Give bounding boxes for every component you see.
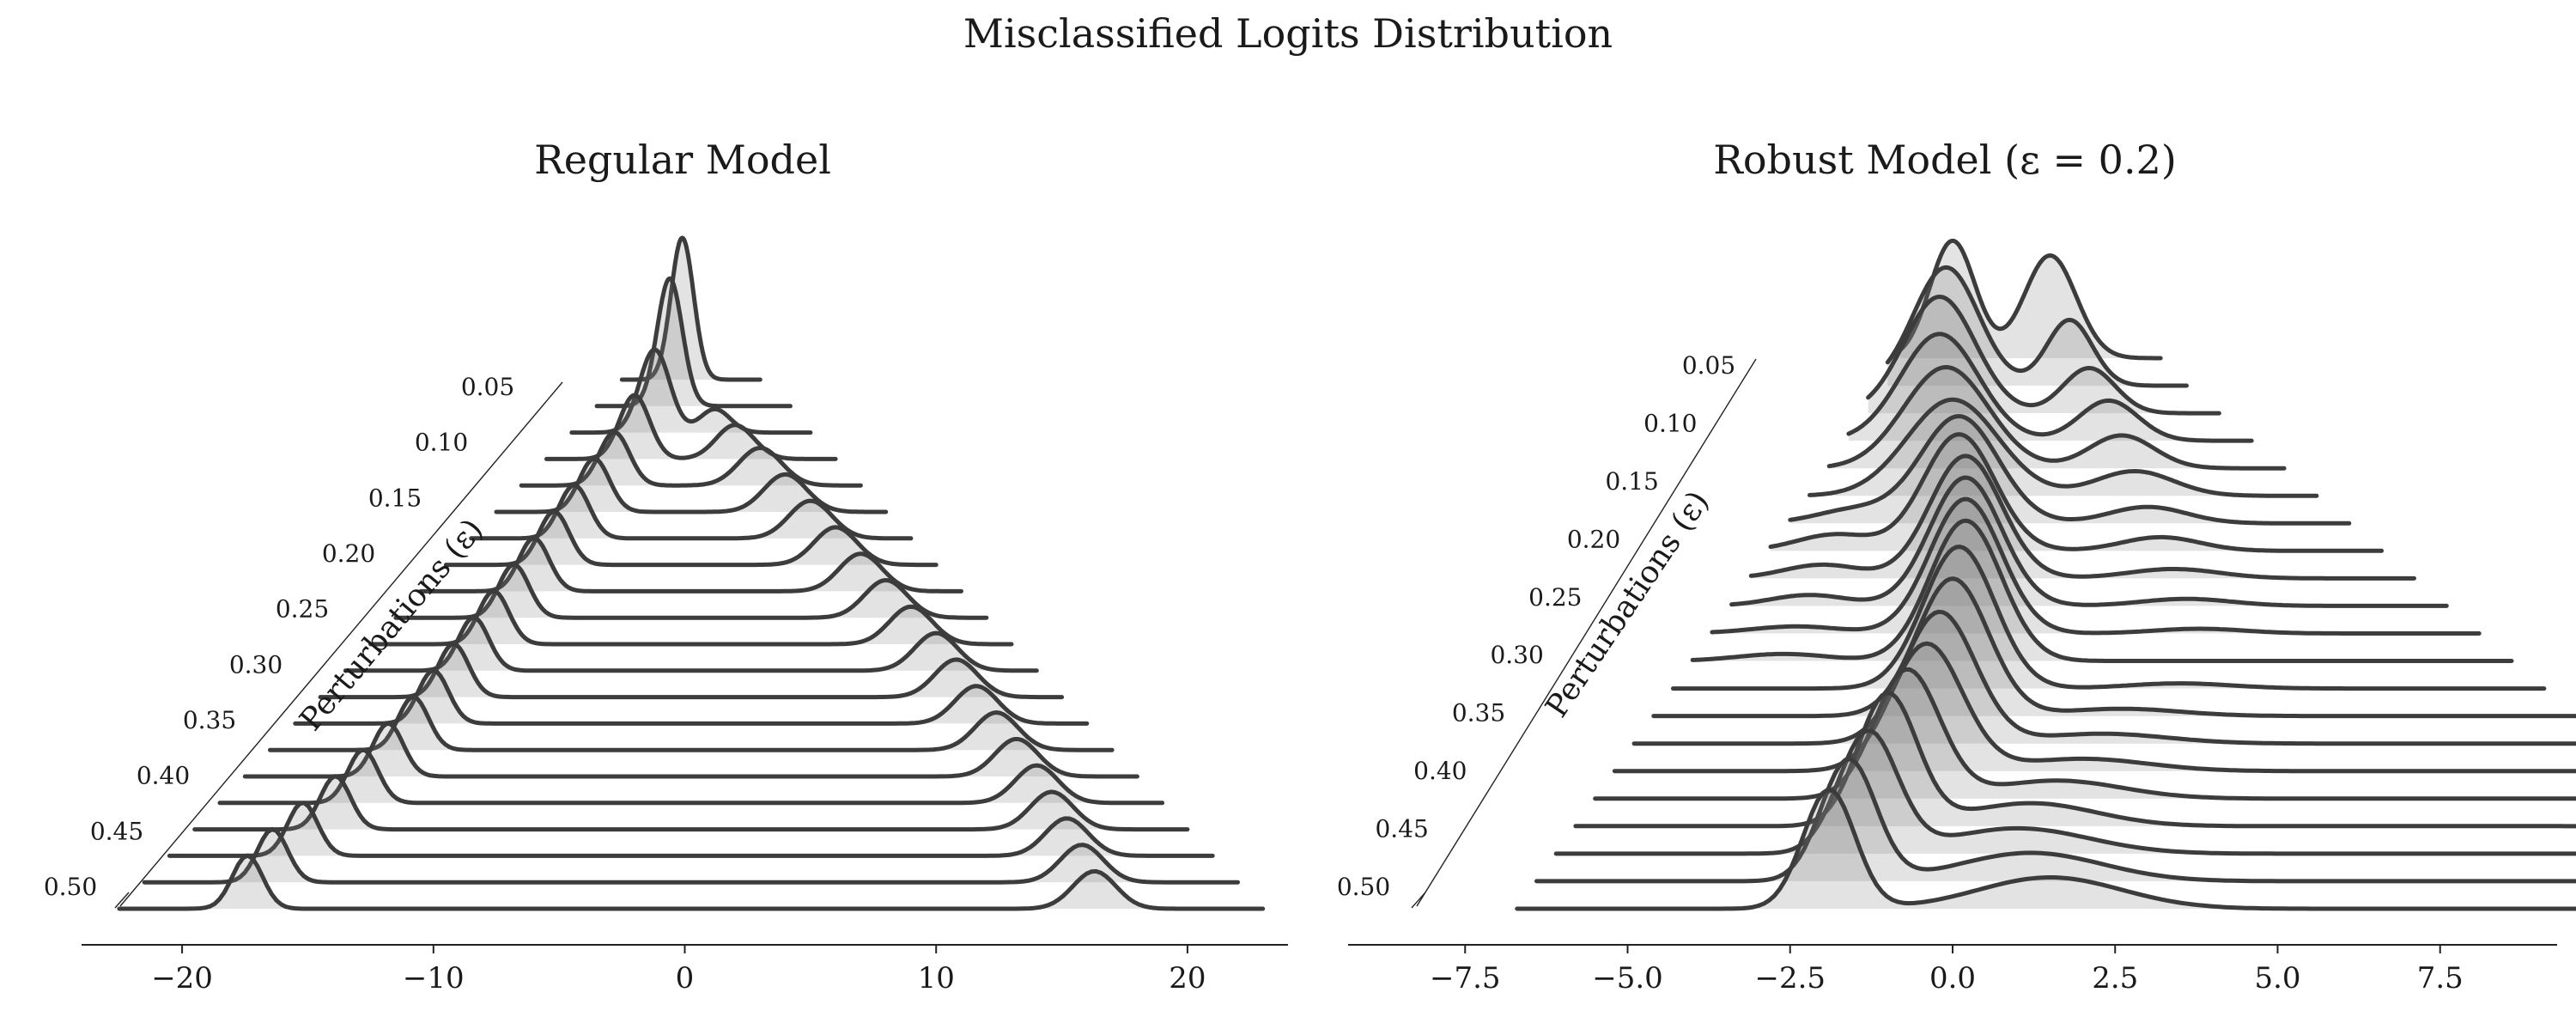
perturbation-tick-label: 0.50 [44,873,97,901]
perturbation-tick-label: 0.05 [461,373,514,401]
perturbation-tick-label: 0.40 [137,762,190,790]
perturbation-tick-label: 0.35 [1452,699,1505,728]
perturbation-tick-label: 0.25 [276,595,329,624]
robust-model-x-axis: −7.5 −5.0 −2.5 0.0 2.5 5.0 7.5 [1348,945,2557,995]
regular-model-ridges [119,238,1263,909]
ridge-fill-eps-0 [622,238,760,380]
x-tick-label: −5.0 [1592,961,1663,995]
x-tick-label: −2.5 [1754,961,1826,995]
x-tick-label: 0.0 [1929,961,1976,995]
robust-model-panel: Robust Model (ε = 0.2) −7.5 −5.0 −2.5 0.0 2.… [1337,137,2576,995]
regular-model-title: Regular Model [534,137,831,183]
regular-model-panel: Regular Model −20 −10 0 10 20 0.05 0.10 0.15 0.… [44,137,1288,995]
perturbation-tick-label: 0.30 [1490,641,1543,669]
perturbation-tick-label: 0.15 [1605,467,1658,496]
perturbation-tick-label: 0.45 [90,817,143,845]
x-tick-label: 10 [918,961,955,995]
perturbation-tick-label: 0.15 [368,484,422,512]
x-tick-label: 0 [676,961,695,995]
robust-model-title: Robust Model (ε = 0.2) [1713,137,2177,183]
x-tick-label: 20 [1169,961,1206,995]
perturbation-tick-label: 0.30 [229,650,283,679]
perturbation-tick-label: 0.40 [1413,757,1467,785]
perturbation-tick-label: 0.10 [1643,409,1697,437]
perturbation-tick-label: 0.45 [1375,815,1428,843]
robust-model-ridges [1517,240,2576,909]
x-tick-label: 5.0 [2254,961,2300,995]
figure-suptitle: Misclassified Logits Distribution [963,10,1613,57]
perturbation-tick-label: 0.20 [322,539,375,568]
x-tick-label: −7.5 [1430,961,1501,995]
perturbation-tick-label: 0.20 [1567,525,1620,553]
perturbation-axis-end-mark [115,892,129,908]
perturbation-tick-label: 0.35 [183,706,236,734]
x-tick-label: −20 [151,961,213,995]
perturbation-axis-end-mark [1412,892,1425,908]
perturbation-tick-label: 0.05 [1682,351,1735,380]
regular-model-x-axis: −20 −10 0 10 20 [82,945,1288,995]
perturbation-tick-label: 0.50 [1337,873,1390,901]
x-tick-label: −10 [403,961,465,995]
x-tick-label: 7.5 [2417,961,2464,995]
perturbation-tick-label: 0.25 [1528,583,1582,612]
x-tick-label: 2.5 [2092,961,2138,995]
perturbation-tick-label: 0.10 [415,429,468,457]
